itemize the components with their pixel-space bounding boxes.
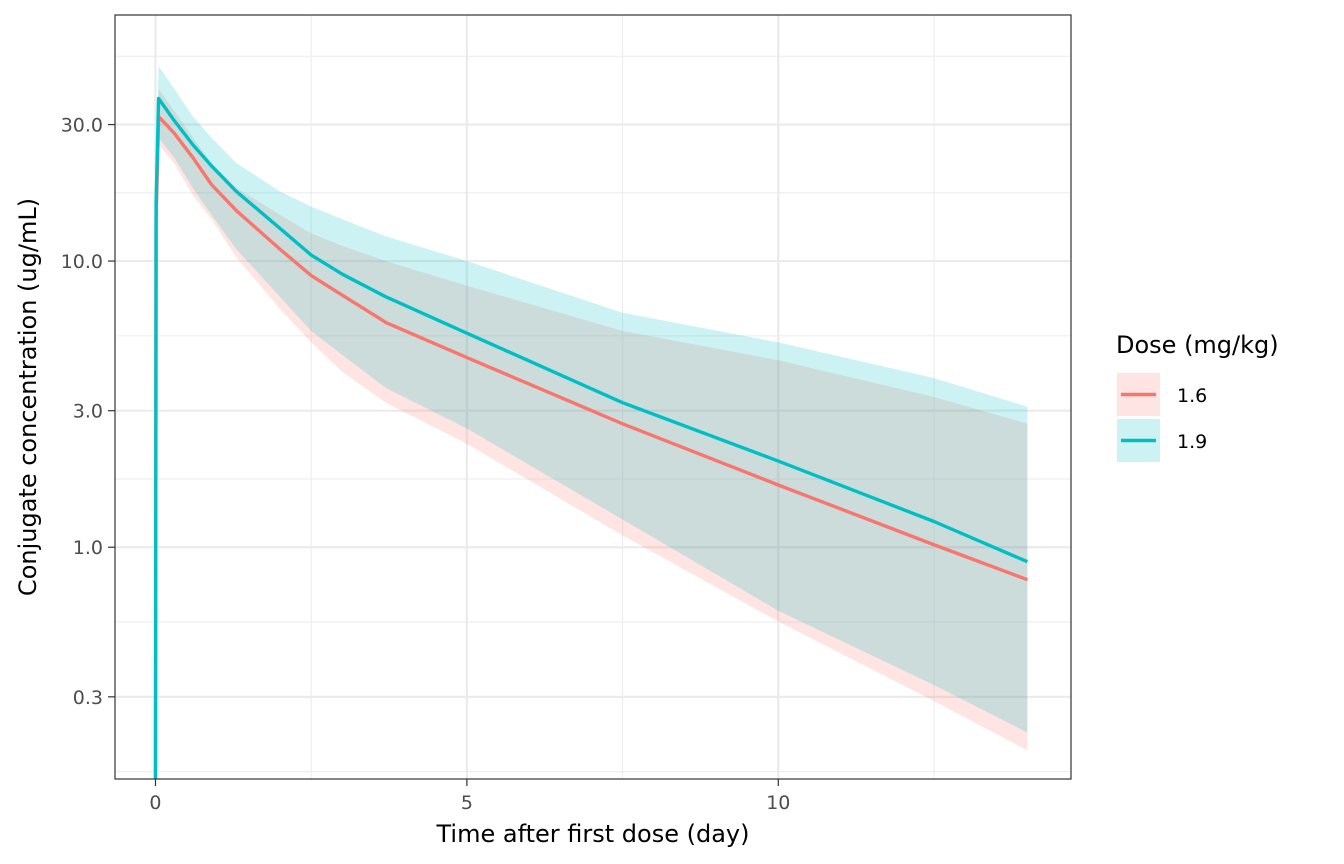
confidence-band-1.9 xyxy=(155,66,1028,783)
plot-panel-border xyxy=(114,14,1072,780)
x-tick-label: 10 xyxy=(766,792,790,814)
x-tick-label: 0 xyxy=(149,792,161,814)
x-tick-label: 5 xyxy=(461,792,473,814)
legend-keys: 1.6 1.9 xyxy=(1117,373,1207,462)
y-axis: 0.3 1.0 3.0 10.0 30.0 xyxy=(61,115,115,709)
y-axis-title: Conjugate concentration (ug/mL) xyxy=(14,198,42,596)
y-tick-label: 1.0 xyxy=(73,537,103,559)
y-tick-label: 10.0 xyxy=(61,251,103,273)
x-axis: 0 5 10 xyxy=(149,779,790,814)
legend-label-1.9: 1.9 xyxy=(1177,431,1207,453)
legend-title: Dose (mg/kg) xyxy=(1116,331,1279,359)
confidence-bands xyxy=(155,66,1028,783)
series-line-1.6 xyxy=(153,114,1028,779)
legend: Dose (mg/kg) 1.6 1.9 xyxy=(1116,331,1279,462)
legend-label-1.6: 1.6 xyxy=(1177,385,1207,407)
y-tick-label: 0.3 xyxy=(73,687,103,709)
confidence-band-1.6 xyxy=(155,88,1028,783)
series-lines xyxy=(153,96,1029,779)
y-tick-label: 30.0 xyxy=(61,115,103,137)
y-tick-label: 3.0 xyxy=(73,401,103,423)
x-axis-title: Time after first dose (day) xyxy=(436,820,750,848)
series-line-1.9 xyxy=(153,96,1029,779)
grid-minor xyxy=(115,15,1071,779)
